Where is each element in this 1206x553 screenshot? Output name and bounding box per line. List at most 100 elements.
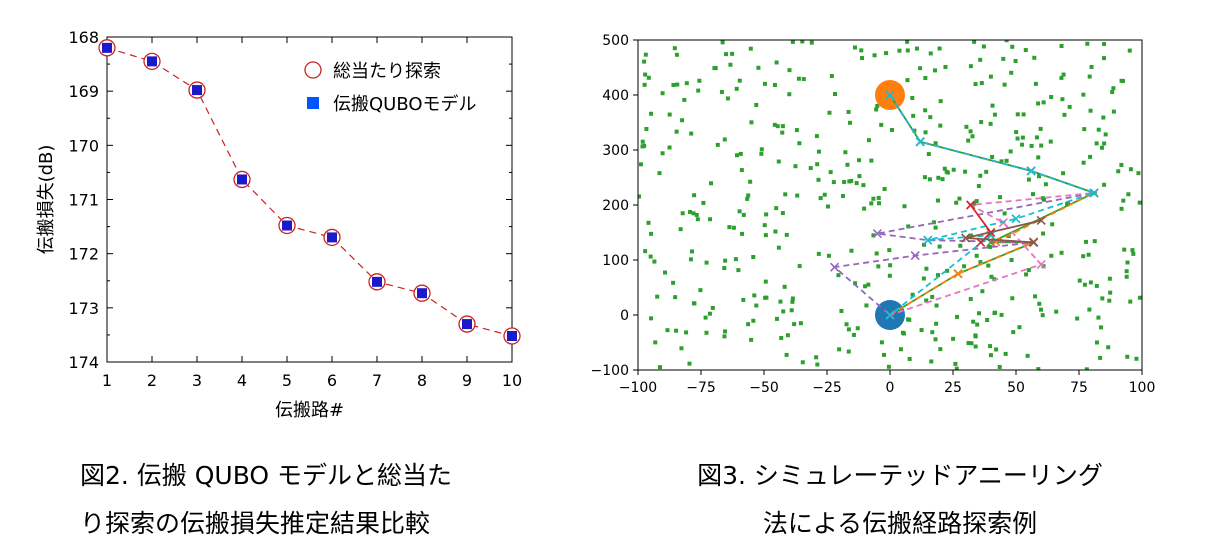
scatter-point xyxy=(722,266,727,271)
scatter-point xyxy=(936,175,941,180)
scatter-point xyxy=(793,164,798,169)
scatter-point xyxy=(1122,247,1127,252)
scatter-point xyxy=(782,284,787,289)
scatter-point xyxy=(1039,307,1044,312)
scatter-point xyxy=(964,124,969,129)
figure3-caption-line1: 図3. シミュレーテッドアニーリング xyxy=(697,461,1103,490)
scatter-point xyxy=(712,66,717,71)
scatter-point xyxy=(697,78,702,83)
scatter-point xyxy=(971,319,976,324)
scatter-point xyxy=(773,229,778,234)
scatter-point xyxy=(907,356,912,361)
scatter-point xyxy=(955,314,960,319)
scatter-point xyxy=(741,212,746,217)
scatter-point xyxy=(1116,169,1121,174)
scatter-point xyxy=(763,279,768,284)
scatter-point xyxy=(990,103,995,108)
scatter-point xyxy=(723,258,728,263)
scatter-point xyxy=(751,318,756,323)
scatter-point xyxy=(963,169,968,174)
scatter-point xyxy=(696,88,701,93)
scatter-point xyxy=(872,53,877,58)
scatter-point xyxy=(978,57,983,62)
scatter-point xyxy=(795,193,800,198)
x-tick-label: 10 xyxy=(502,371,522,390)
legend-brute-force-label: 総当たり探索 xyxy=(333,61,441,82)
scatter-point xyxy=(973,82,978,87)
scatter-point xyxy=(860,56,865,61)
scatter-point xyxy=(1082,282,1087,287)
scatter-point xyxy=(1088,154,1093,159)
scatter-point xyxy=(1084,239,1089,244)
scatter-point xyxy=(1101,56,1106,61)
qubo-point xyxy=(372,276,382,287)
scatter-point xyxy=(1039,143,1044,148)
y-tick-label: 173 xyxy=(68,299,99,318)
scatter-point xyxy=(1121,198,1126,203)
scatter-point xyxy=(985,317,990,322)
scatter-point xyxy=(1041,231,1046,236)
scatter-point xyxy=(923,76,928,81)
scatter-point xyxy=(851,332,856,337)
path-node-marker xyxy=(953,269,963,279)
scatter-point xyxy=(981,44,986,49)
path-node-marker xyxy=(885,90,895,100)
scatter-point xyxy=(1033,81,1038,86)
scatter-point xyxy=(1094,283,1099,288)
scatter-point xyxy=(1124,269,1129,274)
scatter-point xyxy=(938,347,943,352)
scatter-point xyxy=(1124,274,1129,279)
scatter-point xyxy=(689,131,694,136)
scatter-point xyxy=(797,264,802,269)
scatter-point xyxy=(736,268,741,273)
scatter-point xyxy=(847,120,852,125)
scatter-point xyxy=(763,233,768,238)
scatter-point xyxy=(754,102,759,107)
scatter-point xyxy=(936,273,941,278)
scatter-point xyxy=(787,92,792,97)
scatter-point xyxy=(888,263,893,268)
x-tick-label: 2 xyxy=(147,371,157,390)
scatter-point xyxy=(940,177,945,182)
scatter-point xyxy=(688,209,693,214)
scatter-point xyxy=(970,134,975,139)
scatter-point xyxy=(934,303,939,308)
scatter-point xyxy=(1041,100,1046,105)
scatter-point xyxy=(1002,82,1007,87)
scatter-point xyxy=(1043,182,1048,187)
scatter-point xyxy=(969,341,974,346)
scatter-point xyxy=(871,196,876,201)
legend-qubo-label: 伝搬QUBOモデル xyxy=(333,94,477,115)
path-node-marker xyxy=(829,262,840,272)
path-node-marker xyxy=(1089,188,1099,198)
scatter-point xyxy=(1102,41,1107,46)
scatter-point xyxy=(973,334,978,339)
scatter-point xyxy=(653,340,658,345)
scatter-point xyxy=(857,158,862,163)
scatter-point xyxy=(695,217,700,222)
scatter-point xyxy=(1136,171,1141,176)
scatter-point xyxy=(1119,206,1124,211)
scatter-point xyxy=(688,257,693,262)
scatter-point xyxy=(649,316,654,321)
scatter-point xyxy=(855,326,860,331)
scatter-point xyxy=(691,211,696,216)
scatter-point xyxy=(969,233,974,238)
scatter-point xyxy=(839,308,844,313)
scatter-point xyxy=(1042,197,1047,202)
brute-force-line xyxy=(106,47,513,337)
scatter-point xyxy=(988,344,993,349)
scatter-point xyxy=(759,151,764,156)
path-node-marker xyxy=(966,200,976,210)
scatter-point xyxy=(692,193,697,198)
path-node-marker xyxy=(961,233,971,243)
figure3-caption-line2: 法による伝搬経路探索例 xyxy=(762,509,1038,538)
scatter-point xyxy=(972,201,977,206)
scatter-point xyxy=(751,255,756,260)
scatter-point xyxy=(801,77,806,82)
path-node-marker xyxy=(915,137,925,147)
y-tick-label: 400 xyxy=(602,88,629,104)
scatter-point xyxy=(738,151,743,156)
scatter-point xyxy=(859,48,864,53)
qubo-point xyxy=(282,220,292,231)
